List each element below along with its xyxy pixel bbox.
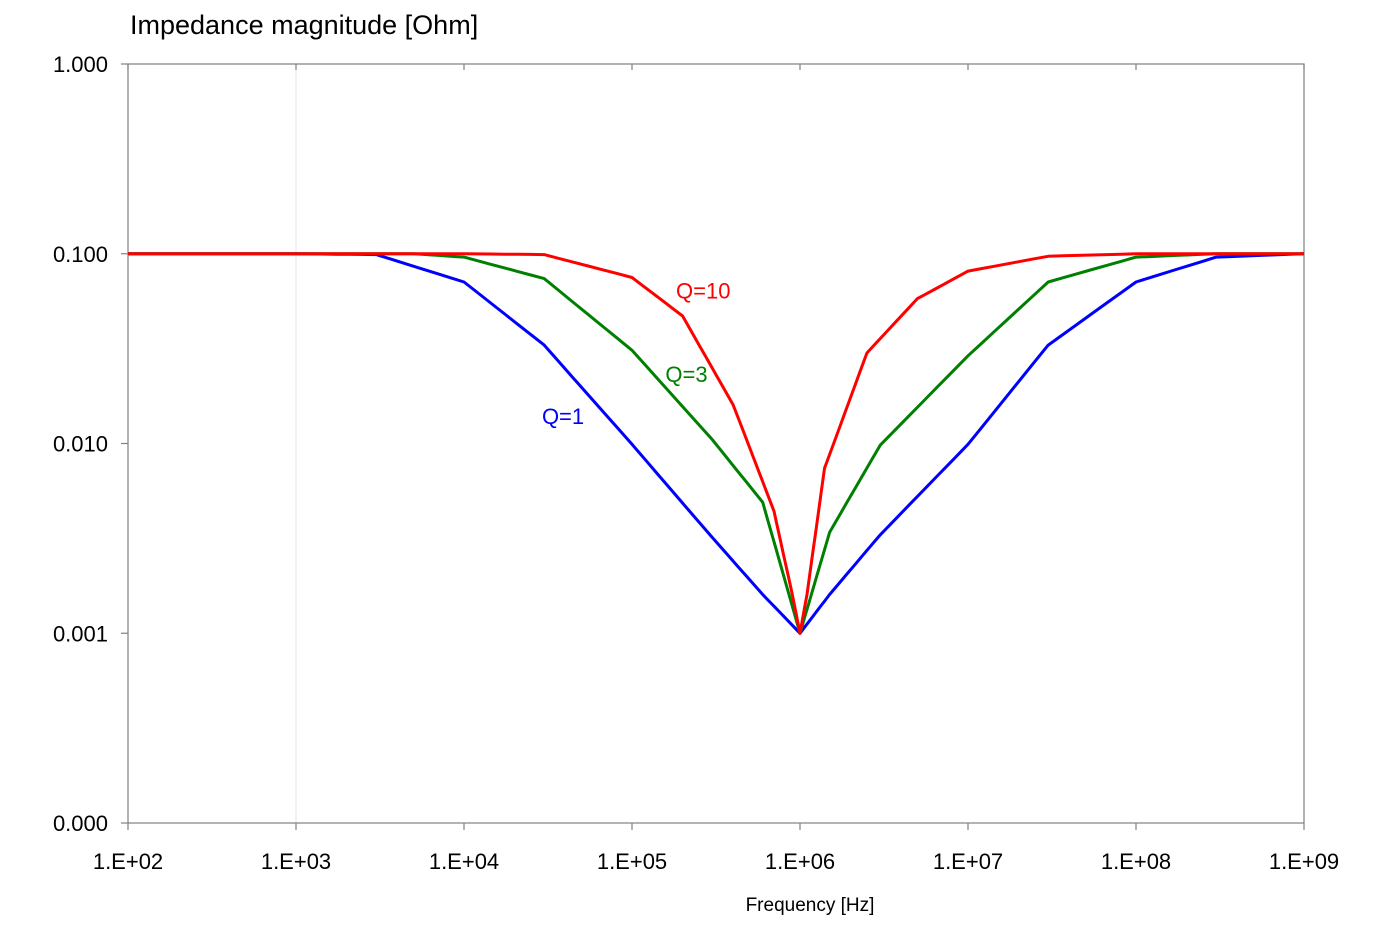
series-label-q3: Q=3 [665,362,707,387]
x-tick-label: 1.E+08 [1101,849,1171,874]
x-axis-label: Frequency [Hz] [746,895,875,916]
x-tick-label: 1.E+02 [93,849,163,874]
series-line-q10 [128,252,1304,635]
x-tick-label: 1.E+09 [1269,849,1339,874]
plot-area: 0.000 0.001 0.010 0.100 1.000 1.E+02 1.E+03 1.E… [53,52,1339,874]
x-tick-label: 1.E+05 [597,849,667,874]
x-tick-label: 1.E+03 [261,849,331,874]
chart-title: Impedance magnitude [Ohm] [130,10,478,40]
y-tick-label: 0.100 [53,242,108,267]
y-tick-label: 1.000 [53,52,108,77]
x-tick-label: 1.E+06 [765,849,835,874]
y-tick-label: 0.000 [53,811,108,836]
series-line-q1 [128,252,1305,635]
series-label-q10: Q=10 [676,279,730,304]
x-tick-label: 1.E+04 [429,849,499,874]
y-tick-label: 0.010 [53,432,108,457]
y-tick-label: 0.001 [53,621,108,646]
series-line-q3 [128,252,1304,635]
series-label-q1: Q=1 [542,404,584,429]
x-tick-label: 1.E+07 [933,849,1003,874]
